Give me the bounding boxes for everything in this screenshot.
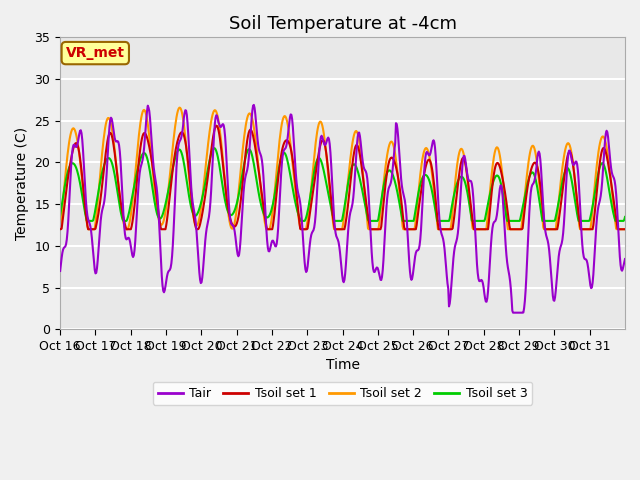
Y-axis label: Temperature (C): Temperature (C) (15, 127, 29, 240)
Title: Soil Temperature at -4cm: Soil Temperature at -4cm (228, 15, 456, 33)
Text: VR_met: VR_met (66, 46, 125, 60)
X-axis label: Time: Time (326, 359, 360, 372)
Legend: Tair, Tsoil set 1, Tsoil set 2, Tsoil set 3: Tair, Tsoil set 1, Tsoil set 2, Tsoil se… (153, 382, 532, 405)
